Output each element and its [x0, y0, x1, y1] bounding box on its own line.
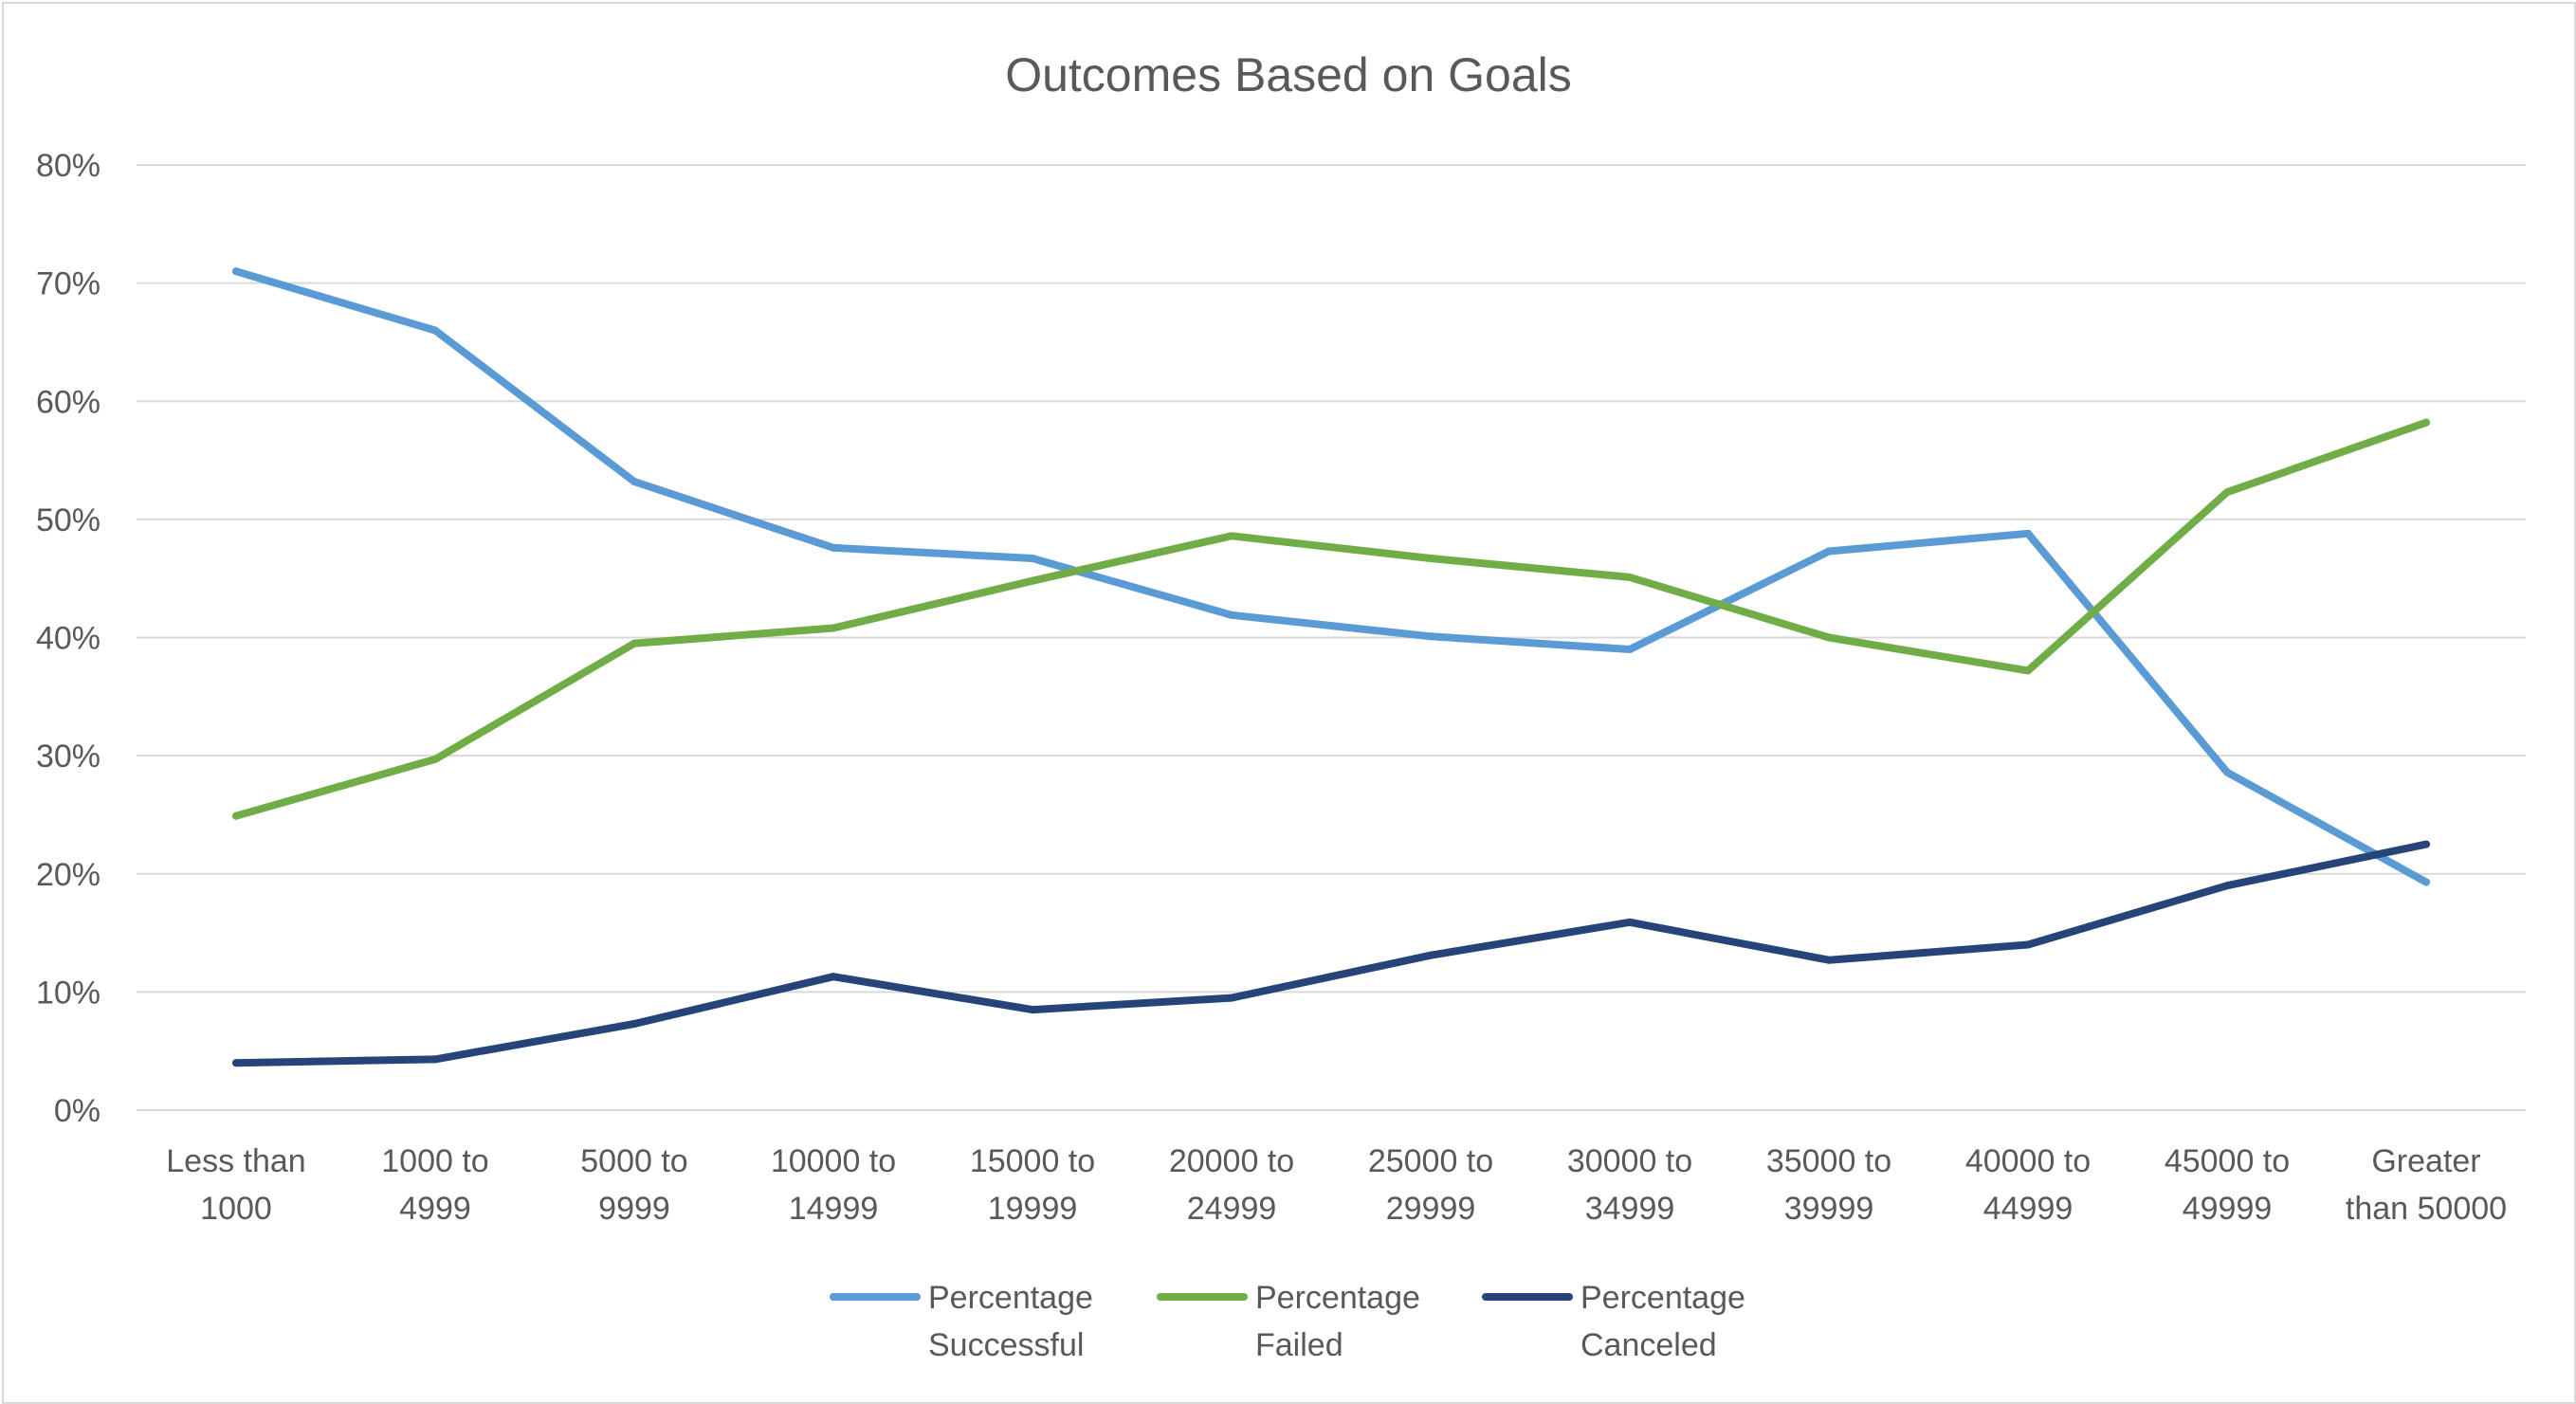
legend-label: Canceled: [1580, 1327, 1717, 1363]
data-point: [1029, 555, 1036, 563]
x-tick-label: 19999: [988, 1191, 1078, 1227]
x-tick-label: 15000 to: [970, 1143, 1095, 1179]
series-lines: [232, 267, 2430, 1067]
x-tick-label: 30000 to: [1567, 1143, 1692, 1179]
series-line-2: [232, 840, 2430, 1067]
y-tick-label: 0%: [54, 1093, 100, 1129]
y-tick-label: 40%: [36, 621, 100, 657]
data-point: [830, 624, 837, 632]
data-point: [630, 639, 638, 647]
data-point: [2422, 878, 2430, 886]
data-point: [1626, 918, 1634, 926]
data-point: [2223, 488, 2231, 497]
data-point: [630, 477, 638, 485]
x-axis-ticks: Less than 1000 1000 to 4999 5000 to 9999 10000…: [166, 1143, 2507, 1227]
y-tick-label: 30%: [36, 738, 100, 775]
x-tick-label: 29999: [1386, 1191, 1476, 1227]
x-tick-label: 45000 to: [2165, 1143, 2290, 1179]
data-point: [1427, 555, 1434, 563]
data-point: [1825, 547, 1833, 556]
line-chart: Outcomes Based on Goals 0% 10% 20% 30% 40% 50…: [36, 48, 2526, 1363]
gridlines: [137, 164, 2526, 1111]
x-tick-label: 39999: [1784, 1191, 1874, 1227]
legend-label: Successful: [928, 1327, 1084, 1363]
data-point: [1825, 633, 1833, 642]
x-tick-label: 14999: [789, 1191, 879, 1227]
y-tick-label: 60%: [36, 384, 100, 420]
data-point: [2024, 940, 2032, 949]
legend-item: Percentage Successful: [830, 1280, 1093, 1363]
data-point: [2223, 768, 2231, 776]
x-tick-label: 44999: [1983, 1191, 2074, 1227]
data-point: [1626, 645, 1634, 653]
data-point: [1825, 956, 1833, 964]
series-line-0: [232, 267, 2430, 886]
legend-label: Percentage: [1580, 1280, 1745, 1316]
data-point: [1228, 611, 1235, 619]
data-point: [830, 973, 837, 981]
y-tick-label: 50%: [36, 502, 100, 538]
x-tick-label: 1000 to: [381, 1143, 488, 1179]
data-point: [1228, 994, 1235, 1002]
x-tick-label: 35000 to: [1766, 1143, 1891, 1179]
x-tick-label: 20000 to: [1169, 1143, 1294, 1179]
chart-title: Outcomes Based on Goals: [1005, 48, 1572, 101]
x-tick-label: 9999: [598, 1191, 670, 1227]
x-tick-label: 40000 to: [1965, 1143, 2091, 1179]
data-point: [2422, 418, 2430, 427]
data-point: [1029, 576, 1036, 585]
data-point: [2024, 666, 2032, 675]
legend-label: Failed: [1255, 1327, 1343, 1363]
data-point: [1029, 1006, 1036, 1014]
data-point: [232, 267, 240, 276]
x-tick-label: than 50000: [2346, 1191, 2507, 1227]
legend-item: Percentage Failed: [1157, 1280, 1420, 1363]
y-axis-ticks: 0% 10% 20% 30% 40% 50% 60% 70% 80%: [36, 148, 100, 1129]
x-tick-label: Greater: [2371, 1143, 2480, 1179]
legend-item: Percentage Canceled: [1482, 1280, 1745, 1363]
x-tick-label: 4999: [399, 1191, 471, 1227]
data-point: [1427, 951, 1434, 959]
x-tick-label: 25000 to: [1368, 1143, 1493, 1179]
x-tick-label: 1000: [200, 1191, 272, 1227]
data-point: [232, 811, 240, 820]
y-tick-label: 70%: [36, 266, 100, 302]
data-point: [431, 755, 439, 763]
series-line-1: [232, 418, 2430, 820]
data-point: [1427, 632, 1434, 641]
data-point: [232, 1059, 240, 1067]
x-tick-label: 10000 to: [771, 1143, 896, 1179]
data-point: [1228, 532, 1235, 540]
x-tick-label: 5000 to: [580, 1143, 687, 1179]
data-point: [431, 1055, 439, 1064]
legend-label: Percentage: [1255, 1280, 1420, 1316]
data-point: [830, 543, 837, 552]
data-point: [1626, 573, 1634, 581]
x-tick-label: Less than: [166, 1143, 305, 1179]
y-tick-label: 80%: [36, 148, 100, 184]
y-tick-label: 10%: [36, 975, 100, 1011]
x-tick-label: 34999: [1585, 1191, 1675, 1227]
data-point: [431, 326, 439, 335]
data-point: [630, 1020, 638, 1029]
data-point: [2422, 840, 2430, 848]
legend: PercentageSuccessfulPercentageFailedPerc…: [830, 1280, 1745, 1363]
legend-label: Percentage: [928, 1280, 1093, 1316]
data-point: [2024, 529, 2032, 538]
x-tick-label: 49999: [2183, 1191, 2273, 1227]
x-tick-label: 24999: [1187, 1191, 1277, 1227]
y-tick-label: 20%: [36, 857, 100, 893]
data-point: [2223, 882, 2231, 890]
